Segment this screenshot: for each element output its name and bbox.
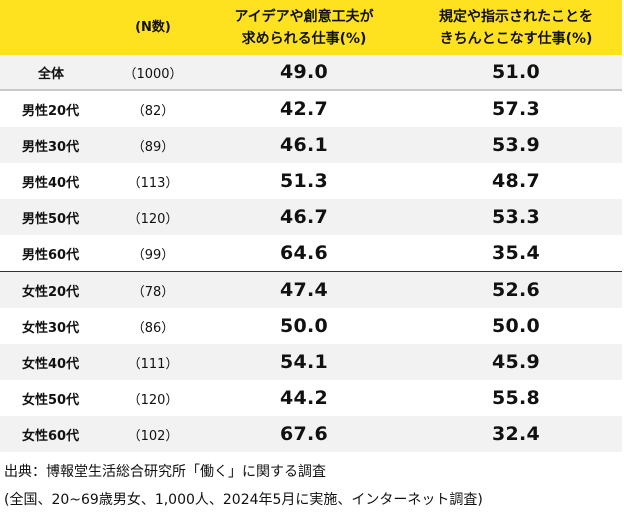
- header-rule-jobs: 規定や指示されたことを きちんとこなす仕事(%): [410, 0, 622, 55]
- header-idea-line2: 求められる仕事(%): [241, 30, 367, 47]
- row-label: 男性50代: [0, 199, 108, 235]
- table-body: 全体 （1000） 49.0 51.0 男性20代 （82） 42.7 57.3…: [0, 55, 622, 452]
- row-idea-value: 46.1: [198, 127, 410, 163]
- table-row: 女性40代 （111） 54.1 45.9: [0, 344, 622, 380]
- row-label: 女性50代: [0, 380, 108, 416]
- row-n-count: （1000）: [108, 55, 198, 91]
- table-row: 男性20代 （82） 42.7 57.3: [0, 90, 622, 127]
- row-idea-value: 50.0: [198, 308, 410, 344]
- table-row: 男性60代 （99） 64.6 35.4: [0, 235, 622, 272]
- row-rule-value: 55.8: [410, 380, 622, 416]
- table-row: 男性50代 （120） 46.7 53.3: [0, 199, 622, 235]
- table-row: 男性40代 （113） 51.3 48.7: [0, 163, 622, 199]
- row-n-count: （120）: [108, 380, 198, 416]
- row-rule-value: 53.3: [410, 199, 622, 235]
- table-row: 女性50代 （120） 44.2 55.8: [0, 380, 622, 416]
- row-idea-value: 54.1: [198, 344, 410, 380]
- row-idea-value: 44.2: [198, 380, 410, 416]
- header-idea-line1: アイデアや創意工夫が: [234, 8, 374, 25]
- row-rule-value: 32.4: [410, 416, 622, 452]
- row-idea-value: 51.3: [198, 163, 410, 199]
- row-rule-value: 51.0: [410, 55, 622, 91]
- table-row: 女性60代 （102） 67.6 32.4: [0, 416, 622, 452]
- row-rule-value: 50.0: [410, 308, 622, 344]
- row-label: 男性40代: [0, 163, 108, 199]
- row-rule-value: 57.3: [410, 90, 622, 127]
- source-line-1: 出典：博報堂生活総合研究所「働く」に関する調査: [4, 464, 326, 480]
- row-n-count: （82）: [108, 90, 198, 127]
- row-idea-value: 64.6: [198, 235, 410, 272]
- row-rule-value: 45.9: [410, 344, 622, 380]
- header-n-count: (N数): [108, 0, 198, 55]
- row-label: 男性60代: [0, 235, 108, 272]
- row-n-count: （86）: [108, 308, 198, 344]
- row-n-count: （113）: [108, 163, 198, 199]
- header-idea-jobs: アイデアや創意工夫が 求められる仕事(%): [198, 0, 410, 55]
- row-rule-value: 52.6: [410, 271, 622, 308]
- row-idea-value: 46.7: [198, 199, 410, 235]
- table-row: 女性20代 （78） 47.4 52.6: [0, 271, 622, 308]
- table-row: 男性30代 （89） 46.1 53.9: [0, 127, 622, 163]
- row-rule-value: 53.9: [410, 127, 622, 163]
- header-rule-line2: きちんとこなす仕事(%): [439, 30, 593, 47]
- table-row-total: 全体 （1000） 49.0 51.0: [0, 55, 622, 91]
- row-n-count: （120）: [108, 199, 198, 235]
- row-label: 男性30代: [0, 127, 108, 163]
- header-empty-cell: [0, 0, 108, 55]
- row-n-count: （89）: [108, 127, 198, 163]
- row-rule-value: 48.7: [410, 163, 622, 199]
- table-row: 女性30代 （86） 50.0 50.0: [0, 308, 622, 344]
- table-header: (N数) アイデアや創意工夫が 求められる仕事(%) 規定や指示されたことを き…: [0, 0, 622, 55]
- row-n-count: （99）: [108, 235, 198, 272]
- header-rule-line1: 規定や指示されたことを: [439, 8, 593, 25]
- row-idea-value: 42.7: [198, 90, 410, 127]
- source-note: 出典：博報堂生活総合研究所「働く」に関する調査 (全国、20~69歳男女、1,0…: [4, 458, 620, 514]
- row-rule-value: 35.4: [410, 235, 622, 272]
- survey-table: (N数) アイデアや創意工夫が 求められる仕事(%) 規定や指示されたことを き…: [0, 0, 622, 452]
- row-label: 男性20代: [0, 90, 108, 127]
- row-n-count: （111）: [108, 344, 198, 380]
- row-idea-value: 49.0: [198, 55, 410, 91]
- row-n-count: （78）: [108, 271, 198, 308]
- row-idea-value: 47.4: [198, 271, 410, 308]
- row-label: 女性40代: [0, 344, 108, 380]
- row-label: 女性20代: [0, 271, 108, 308]
- row-label: 女性30代: [0, 308, 108, 344]
- row-label: 女性60代: [0, 416, 108, 452]
- row-n-count: （102）: [108, 416, 198, 452]
- source-line-2: (全国、20~69歳男女、1,000人、2024年5月に実施、インターネット調査…: [4, 492, 483, 508]
- row-idea-value: 67.6: [198, 416, 410, 452]
- row-label: 全体: [0, 55, 108, 91]
